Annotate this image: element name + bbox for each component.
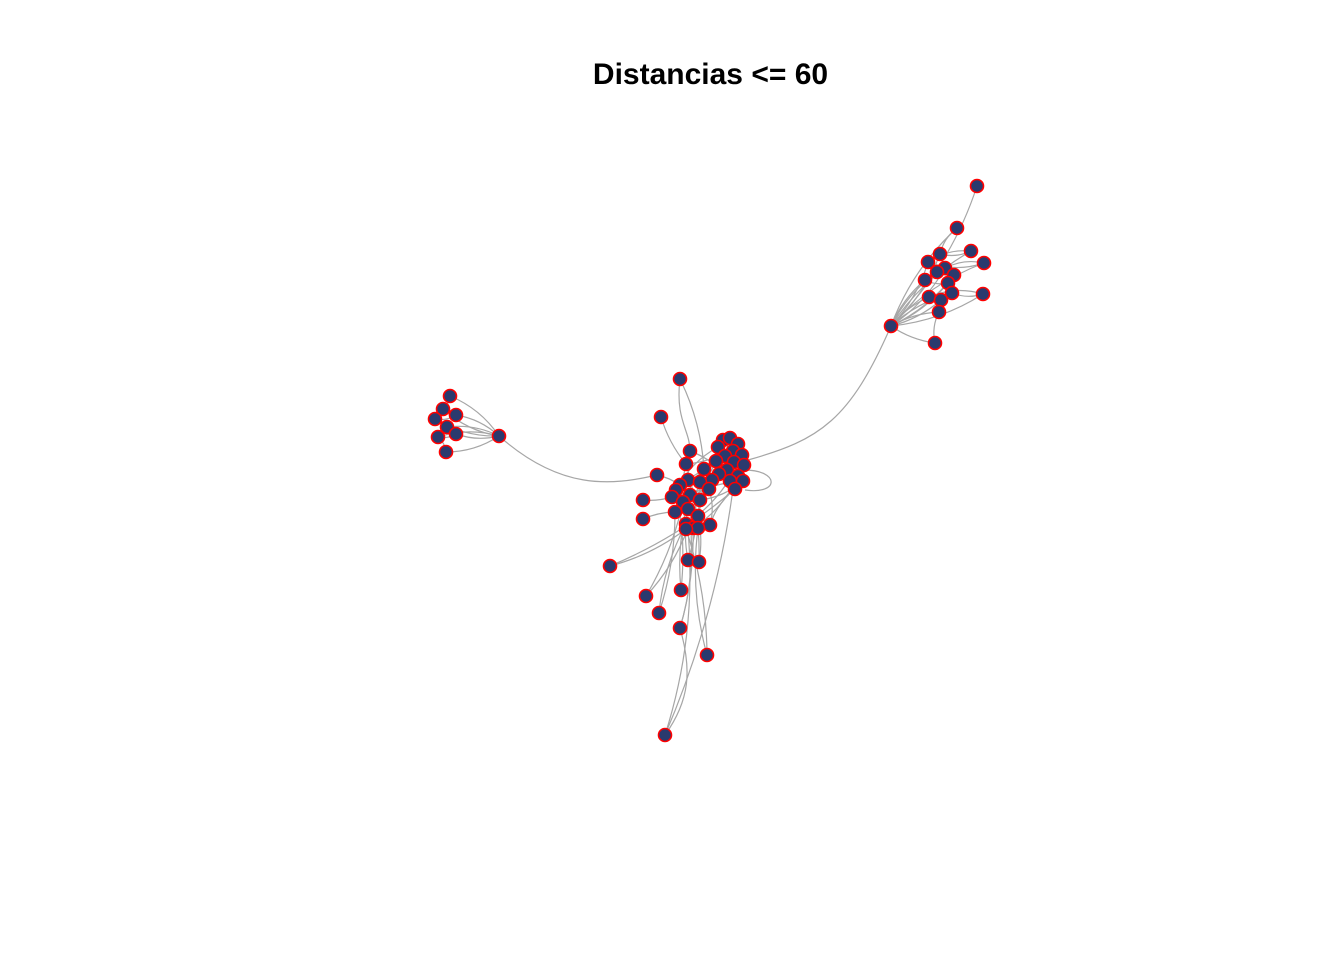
edge-sat-b-5 <box>609 488 736 567</box>
edge-west-bridge <box>498 435 658 483</box>
node-ne-hub <box>883 318 899 334</box>
node-ne-16 <box>927 335 943 351</box>
node-center-sat-9 <box>638 588 654 604</box>
edge-sat-12 <box>694 527 708 656</box>
plot-title: Distancias <= 60 <box>592 58 829 91</box>
node-center-sat-4 <box>635 511 651 527</box>
node-west-6 <box>430 429 446 445</box>
node-center-sat-5 <box>602 558 618 574</box>
node-center-sat-10 <box>651 605 667 621</box>
node-ne-1 <box>949 220 965 236</box>
node-center-left-10 <box>667 504 683 520</box>
node-center-sat-7 <box>691 554 707 570</box>
edge-sat-5 <box>609 528 687 567</box>
node-ne-5 <box>976 255 992 271</box>
node-center-sat-3 <box>635 492 651 508</box>
node-center-core-15 <box>727 481 743 497</box>
node-ne-0 <box>969 178 985 194</box>
node-center-left-8 <box>692 492 708 508</box>
node-center-sat-11 <box>672 620 688 636</box>
node-center-sat-2 <box>649 467 665 483</box>
node-ne-14 <box>933 292 949 308</box>
node-ne-4 <box>920 254 936 270</box>
node-west-7 <box>438 444 454 460</box>
edge-ne-bridge <box>747 325 892 461</box>
node-ne-13 <box>921 289 937 305</box>
node-center-core-9 <box>736 457 752 473</box>
edge-sat-0 <box>679 378 705 470</box>
nodes-layer <box>427 178 992 743</box>
node-center-left-1 <box>678 456 694 472</box>
edge-sat-b-12 <box>685 528 708 656</box>
node-center-core-16 <box>696 461 712 477</box>
node-ne-3 <box>963 243 979 259</box>
node-center-left-15 <box>690 520 706 536</box>
node-ne-7 <box>929 264 945 280</box>
node-ne-11 <box>944 285 960 301</box>
node-west-5 <box>448 426 464 442</box>
node-west-1 <box>435 401 451 417</box>
edge-center-loop <box>743 469 772 492</box>
node-west-0 <box>442 388 458 404</box>
node-center-core-19 <box>701 481 717 497</box>
node-center-left-11 <box>690 508 706 524</box>
node-west-2 <box>448 407 464 423</box>
edge-sat-b-10 <box>658 511 676 614</box>
node-center-sat-1 <box>653 409 669 425</box>
node-center-sat-12 <box>699 647 715 663</box>
node-ne-15 <box>931 304 947 320</box>
edge-tail <box>664 627 688 736</box>
node-center-left-0 <box>682 443 698 459</box>
node-west-3 <box>427 411 443 427</box>
node-west-hub <box>491 428 507 444</box>
edge-sat-1 <box>660 416 687 465</box>
node-center-left-14 <box>702 517 718 533</box>
node-ne-9 <box>917 272 933 288</box>
node-center-sat-0 <box>672 371 688 387</box>
node-center-sat-13 <box>657 727 673 743</box>
node-center-left-16 <box>678 521 694 537</box>
node-ne-2 <box>932 246 948 262</box>
node-center-core-7 <box>708 453 724 469</box>
node-ne-12 <box>975 286 991 302</box>
node-center-sat-8 <box>673 582 689 598</box>
